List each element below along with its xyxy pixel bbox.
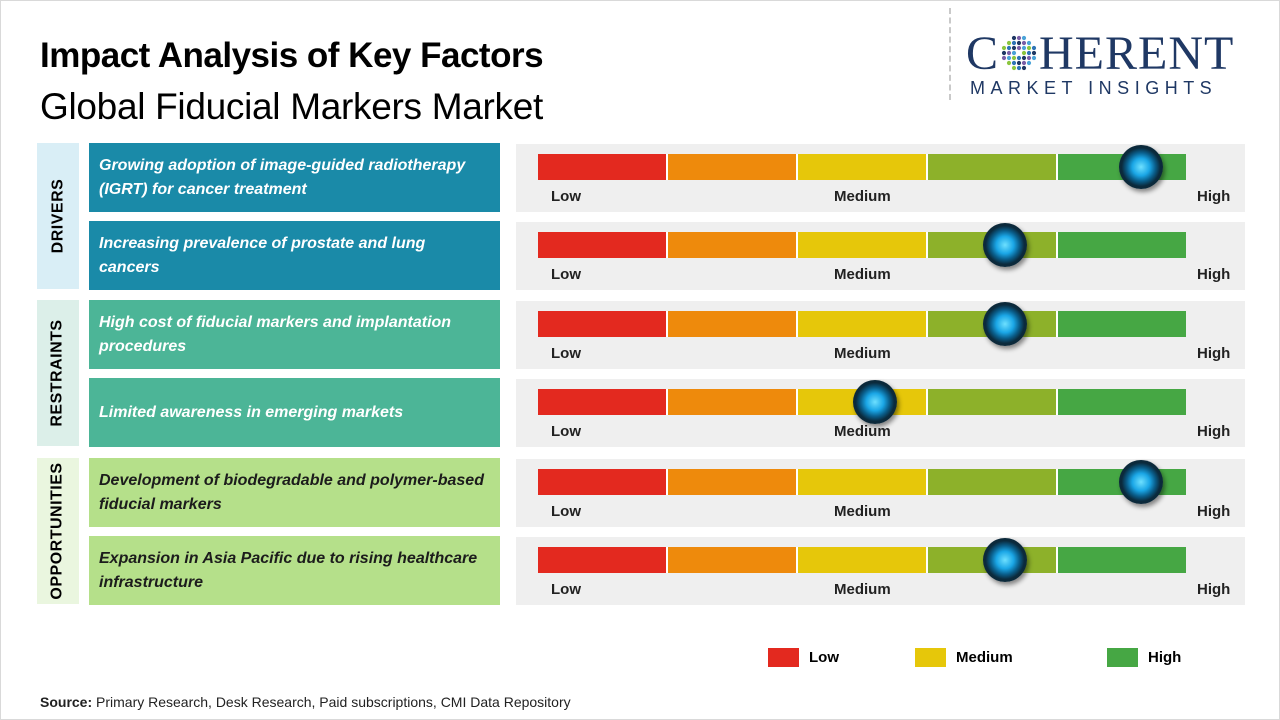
scale-label-medium: Medium [834, 423, 891, 440]
factor-box: Limited awareness in emerging markets [89, 378, 500, 447]
gauge-segment [928, 389, 1058, 415]
gauge-segment [1058, 389, 1186, 415]
gauge-segment [798, 232, 928, 258]
scale-label-medium: Medium [834, 581, 891, 598]
scale-label-low: Low [551, 503, 581, 520]
gauge-segment [668, 154, 798, 180]
category-label: OPPORTUNITIES [49, 462, 66, 600]
legend-swatch [915, 647, 946, 667]
source-label: Source: [40, 694, 93, 710]
scale-label-low: Low [551, 345, 581, 362]
page-subtitle: Global Fiducial Markers Market [40, 86, 543, 127]
gauge-bar [538, 311, 1186, 337]
scale-label-medium: Medium [834, 503, 891, 520]
gauge-segment [668, 311, 798, 337]
gauge-segment [538, 469, 668, 495]
page-title: Impact Analysis of Key Factors [40, 36, 544, 75]
gauge-segment [798, 154, 928, 180]
impact-marker [982, 302, 1027, 346]
gauge-segment [668, 469, 798, 495]
scale-label-high: High [1197, 423, 1231, 440]
gauge-panel: Low Medium High [516, 301, 1245, 369]
scale-label-medium: Medium [834, 188, 891, 205]
gauge-segment [538, 154, 668, 180]
impact-marker [982, 538, 1027, 582]
gauge-bar [538, 469, 1186, 495]
impact-marker [1118, 145, 1163, 189]
category-restraints: RESTRAINTS [37, 300, 79, 446]
category-label: DRIVERS [49, 178, 66, 254]
gauge-segment [668, 547, 798, 573]
scale-label-low: Low [551, 423, 581, 440]
impact-marker [1118, 460, 1163, 504]
legend-item-low: Low [768, 647, 839, 667]
scale-label-high: High [1197, 266, 1231, 283]
gauge-segment [928, 469, 1058, 495]
impact-marker [982, 223, 1027, 267]
scale-label-low: Low [551, 581, 581, 598]
legend-swatch [1107, 647, 1138, 667]
scale-label-low: Low [551, 188, 581, 205]
scale-label-high: High [1197, 345, 1231, 362]
logo-dot-matrix-icon [1001, 35, 1037, 71]
legend-label: Low [809, 648, 839, 666]
gauge-panel: Low Medium High [516, 222, 1245, 290]
gauge-panel: Low Medium High [516, 459, 1245, 527]
gauge-bar [538, 154, 1186, 180]
gauge-segment [538, 311, 668, 337]
factor-box: Growing adoption of image-guided radioth… [89, 143, 500, 212]
gauge-bar [538, 547, 1186, 573]
category-drivers: DRIVERS [37, 143, 79, 289]
gauge-panel: Low Medium High [516, 379, 1245, 447]
source-note: Source: Primary Research, Desk Research,… [40, 694, 571, 710]
gauge-bar [538, 389, 1186, 415]
gauge-segment [668, 232, 798, 258]
factor-box: Expansion in Asia Pacific due to rising … [89, 536, 500, 605]
scale-label-low: Low [551, 266, 581, 283]
gauge-segment [538, 547, 668, 573]
impact-marker [852, 380, 897, 424]
gauge-segment [798, 311, 928, 337]
source-text: Primary Research, Desk Research, Paid su… [96, 694, 571, 710]
gauge-segment [1058, 232, 1186, 258]
scale-label-high: High [1197, 503, 1231, 520]
category-label: RESTRAINTS [49, 319, 67, 427]
category-opportunities: OPPORTUNITIES [37, 458, 79, 604]
logo-tagline: MARKET INSIGHTS [970, 78, 1218, 98]
gauge-panel: Low Medium High [516, 537, 1245, 605]
legend-swatch [768, 647, 799, 667]
header-divider [949, 8, 951, 100]
gauge-segment [538, 389, 668, 415]
factor-box: Increasing prevalence of prostate and lu… [89, 221, 500, 290]
legend-label: High [1148, 648, 1182, 666]
gauge-segment [928, 154, 1058, 180]
gauge-segment [798, 547, 928, 573]
legend-item-high: High [1107, 647, 1181, 667]
legend-item-medium: Medium [915, 647, 1013, 667]
gauge-segment [1058, 547, 1186, 573]
logo-wordmark: C HERENT [966, 27, 1235, 80]
gauge-segment [1058, 311, 1186, 337]
scale-label-medium: Medium [834, 266, 891, 283]
gauge-bar [538, 232, 1186, 258]
legend-label: Medium [956, 648, 1013, 666]
scale-label-high: High [1197, 188, 1231, 205]
factor-box: High cost of fiducial markers and implan… [89, 300, 500, 369]
factor-box: Development of biodegradable and polymer… [89, 458, 500, 527]
scale-label-high: High [1197, 581, 1231, 598]
scale-label-medium: Medium [834, 345, 891, 362]
gauge-segment [668, 389, 798, 415]
gauge-segment [538, 232, 668, 258]
gauge-panel: Low Medium High [516, 144, 1245, 212]
company-logo: C HERENT MARKET INSIGHTS [966, 26, 1266, 106]
gauge-segment [798, 469, 928, 495]
